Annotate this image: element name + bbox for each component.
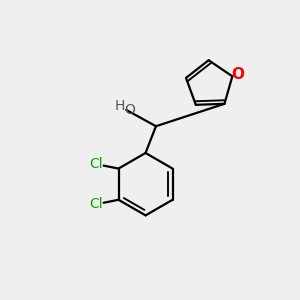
Text: O: O	[124, 103, 135, 118]
Text: O: O	[231, 67, 244, 82]
Text: H: H	[115, 99, 125, 113]
Text: Cl: Cl	[89, 157, 103, 171]
Text: Cl: Cl	[89, 197, 103, 211]
